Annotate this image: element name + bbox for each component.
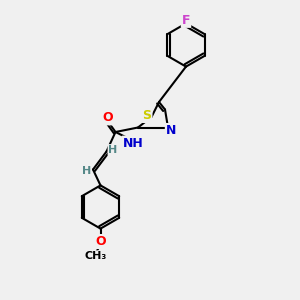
- Text: H: H: [109, 145, 118, 155]
- Text: H: H: [82, 166, 91, 176]
- Text: S: S: [142, 109, 152, 122]
- Text: O: O: [102, 111, 113, 124]
- Text: N: N: [166, 124, 176, 137]
- Text: F: F: [182, 14, 190, 27]
- Text: O: O: [95, 235, 106, 248]
- Text: NH: NH: [122, 136, 143, 150]
- Text: CH₃: CH₃: [85, 251, 107, 261]
